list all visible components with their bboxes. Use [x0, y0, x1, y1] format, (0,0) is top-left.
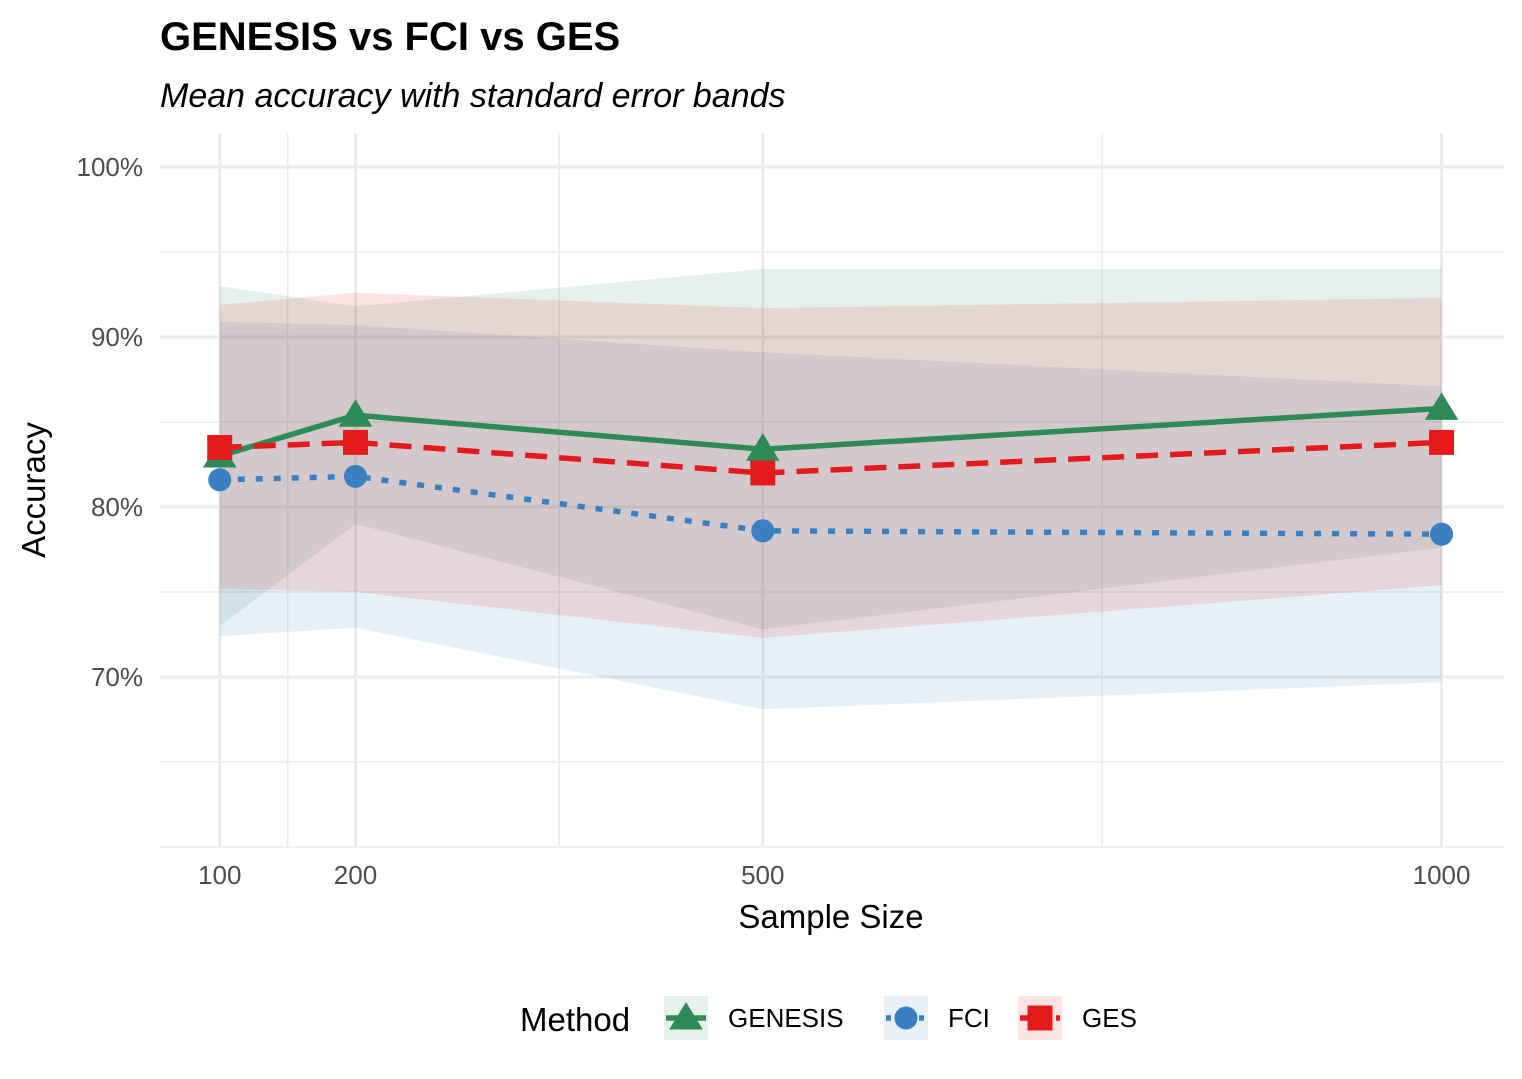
series-markers: [202, 392, 1459, 546]
y-tick-label: 100%: [77, 152, 144, 182]
x-tick-label: 200: [334, 860, 377, 890]
y-axis-title: Accuracy: [15, 422, 52, 558]
band-fci: [219, 321, 1442, 710]
legend-marker-genesis: [669, 1002, 703, 1030]
point-ges: [1429, 429, 1455, 455]
point-genesis: [338, 399, 373, 427]
series-lines: [218, 405, 1442, 537]
legend: Method GENESIS FCI GES: [520, 996, 1137, 1040]
legend-label-genesis: GENESIS: [728, 1003, 844, 1033]
point-ges: [207, 435, 233, 460]
line-ges: [219, 439, 1442, 476]
point-genesis: [1424, 392, 1459, 420]
grid: [160, 133, 1504, 848]
chart-title: GENESIS vs FCI vs GES: [160, 15, 620, 59]
y-tick-label: 70%: [91, 662, 143, 692]
legend-marker-ges: [1027, 1005, 1053, 1031]
x-axis-title: Sample Size: [738, 898, 923, 935]
point-ges: [343, 429, 368, 455]
point-fci: [343, 464, 368, 488]
point-fci: [1430, 522, 1454, 546]
point-genesis: [745, 433, 780, 461]
y-tick-labels: 70% 80% 90% 100%: [77, 152, 144, 692]
y-tick-label: 90%: [91, 322, 143, 352]
chart-subtitle: Mean accuracy with standard error bands: [160, 77, 786, 115]
error-bands: [219, 269, 1442, 710]
line-fci: [219, 473, 1442, 537]
x-tick-label: 100: [198, 860, 241, 890]
legend-label-ges: GES: [1082, 1003, 1137, 1033]
x-tick-labels: 100 200 500 1000: [198, 860, 1470, 890]
x-tick-label: 500: [741, 860, 784, 890]
band-genesis: [219, 269, 1442, 630]
line-genesis: [218, 405, 1442, 459]
point-fci: [208, 468, 232, 492]
x-tick-label: 1000: [1413, 860, 1471, 890]
legend-marker-fci: [894, 1006, 918, 1030]
legend-title: Method: [520, 1001, 630, 1038]
band-ges: [219, 292, 1442, 638]
legend-label-fci: FCI: [948, 1003, 990, 1033]
y-tick-label: 80%: [91, 492, 143, 522]
point-fci: [751, 519, 775, 543]
point-ges: [750, 460, 776, 486]
